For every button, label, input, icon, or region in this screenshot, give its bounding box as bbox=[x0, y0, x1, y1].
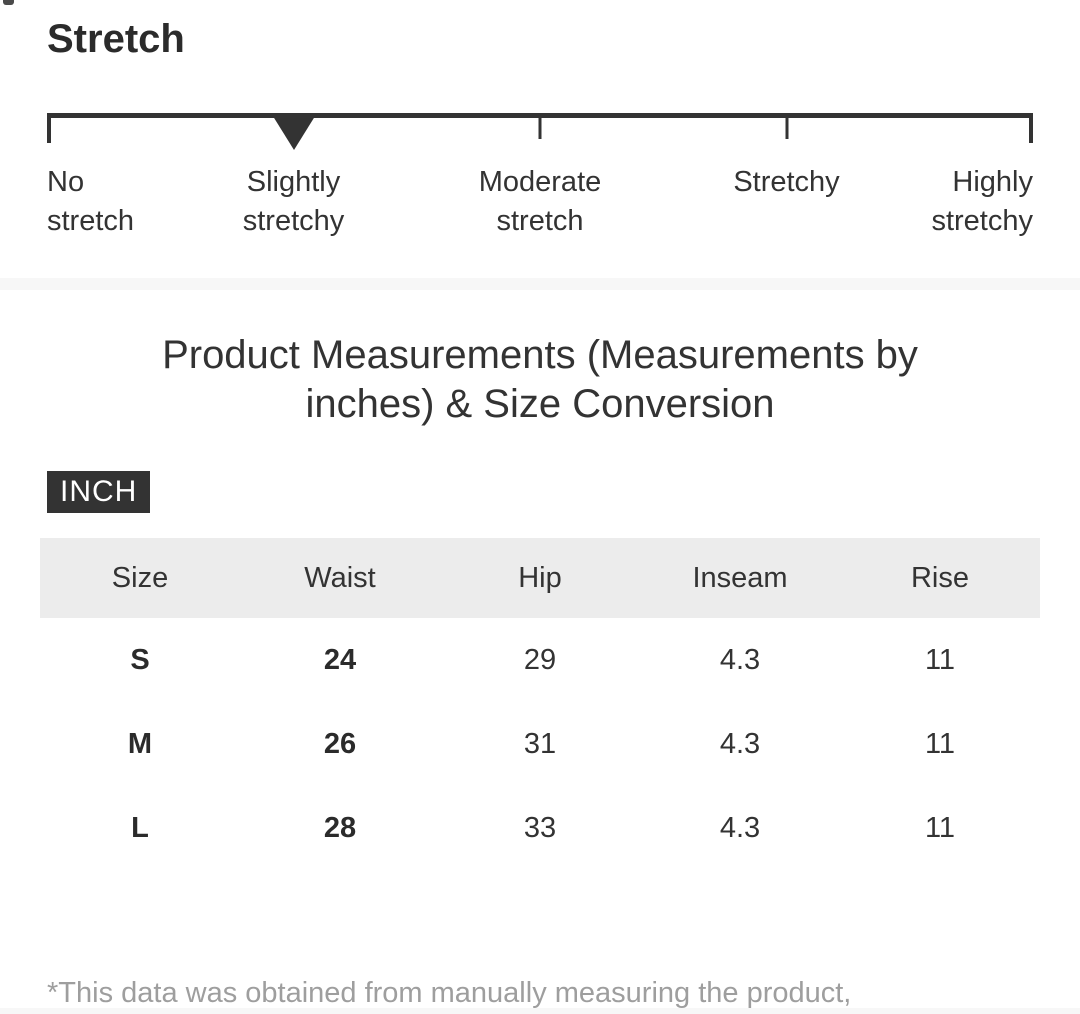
footnote-line-1: *This data was obtained from manually me… bbox=[47, 977, 852, 1009]
table-header-row: Size Waist Hip Inseam Rise bbox=[40, 538, 1040, 618]
cell-rise: 11 bbox=[924, 811, 956, 844]
cell-rise: 11 bbox=[924, 643, 956, 676]
cell-inseam: 4.3 bbox=[719, 643, 761, 676]
stretch-level-stretchy: Stretchy bbox=[733, 166, 840, 198]
cell-hip: 31 bbox=[523, 727, 557, 760]
col-header-inseam: Inseam bbox=[692, 561, 788, 594]
table-row-size-m: M 26 31 4.3 11 bbox=[40, 702, 1040, 786]
scale-tick-stretchy bbox=[785, 113, 788, 139]
cell-waist: 28 bbox=[323, 811, 357, 844]
stretch-indicator-triangle-icon bbox=[270, 113, 317, 150]
section-divider bbox=[0, 278, 1080, 290]
cell-size: M bbox=[127, 727, 153, 760]
scale-tick-start bbox=[47, 113, 51, 143]
cell-inseam: 4.3 bbox=[719, 811, 761, 844]
stretch-scale bbox=[47, 113, 1033, 157]
col-header-rise: Rise bbox=[910, 561, 969, 594]
size-measurements-table: Size Waist Hip Inseam Rise S 24 29 4.3 1… bbox=[40, 538, 1040, 870]
bottom-divider bbox=[0, 1008, 1080, 1014]
cell-rise: 11 bbox=[924, 727, 956, 760]
col-header-waist: Waist bbox=[304, 561, 376, 594]
stretch-level-slightly-stretchy: Slightly stretchy bbox=[242, 166, 345, 237]
measurement-footnote: *This data was obtained from manually me… bbox=[47, 896, 1007, 1014]
measurements-heading: Product Measurements (Measurements by in… bbox=[162, 333, 918, 426]
unit-toggle-inch[interactable]: INCH bbox=[47, 471, 151, 513]
stretch-scale-labels: No stretch Slightly stretchy Moderate st… bbox=[47, 163, 1033, 253]
cell-size: S bbox=[130, 643, 150, 676]
cell-waist: 24 bbox=[323, 643, 357, 676]
stretch-title: Stretch bbox=[47, 17, 185, 61]
cell-hip: 33 bbox=[523, 811, 557, 844]
cell-waist: 26 bbox=[323, 727, 357, 760]
stretch-level-highly-stretchy: Highly stretchy bbox=[931, 166, 1033, 237]
cell-inseam: 4.3 bbox=[719, 727, 761, 760]
stretch-level-moderate-stretch: Moderate stretch bbox=[478, 166, 602, 237]
scale-tick-end bbox=[1029, 113, 1033, 143]
corner-fragment bbox=[3, 0, 14, 5]
cell-hip: 29 bbox=[523, 643, 557, 676]
col-header-hip: Hip bbox=[518, 561, 562, 594]
table-row-size-s: S 24 29 4.3 11 bbox=[40, 618, 1040, 702]
cell-size: L bbox=[131, 811, 149, 844]
table-row-size-l: L 28 33 4.3 11 bbox=[40, 786, 1040, 870]
stretch-level-no-stretch: No stretch bbox=[47, 166, 135, 237]
scale-tick-moderate bbox=[538, 113, 542, 139]
col-header-size: Size bbox=[111, 561, 169, 594]
